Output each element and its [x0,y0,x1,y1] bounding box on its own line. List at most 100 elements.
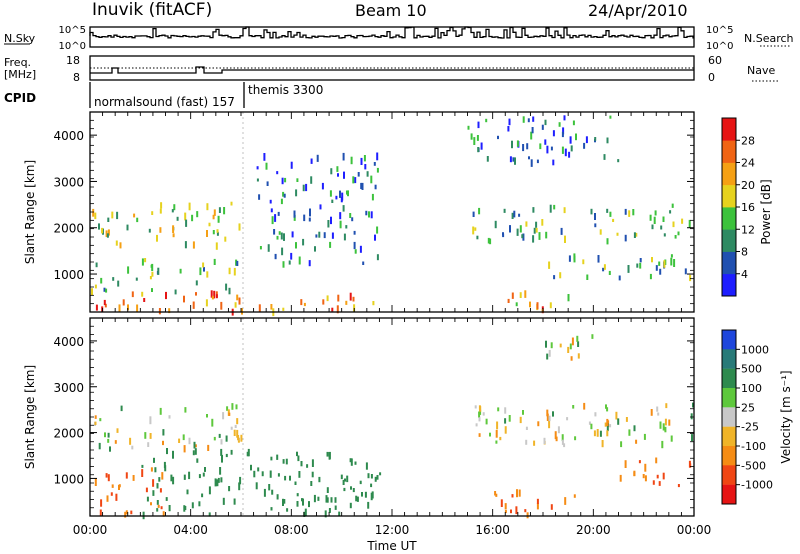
heatmap-cell [94,478,97,486]
heatmap-cell [132,475,135,481]
heatmap-cell [126,224,129,231]
heatmap-cell [211,295,214,300]
heatmap-cell [503,208,506,213]
heatmap-cell [159,208,162,214]
heatmap-cell [327,220,330,228]
heatmap-cell [633,425,636,432]
heatmap-cell [365,462,368,470]
heatmap-cell [532,235,535,243]
heatmap-cell [162,429,165,436]
x-tick-label: 00:00 [73,523,108,537]
heatmap-cell [583,402,586,410]
heatmap-cell [304,508,307,517]
cpid-label: CPID [4,91,36,105]
heatmap-cell [266,181,269,186]
heatmap-cell [276,235,279,240]
heatmap-cell [253,470,256,478]
heatmap-cell [657,412,660,416]
heatmap-cell [206,271,209,278]
heatmap-cell [475,423,478,427]
heatmap-cell [308,501,310,508]
heatmap-cell [282,459,285,464]
heatmap-cell [101,227,104,234]
heatmap-cell [335,195,338,200]
heatmap-cell [330,168,333,175]
heatmap-cell [479,409,482,415]
colorbar-tick-label: 28 [741,134,755,147]
heatmap-cell [594,137,597,141]
heatmap-cell [94,415,97,419]
freq-label-line2: [MHz] [4,68,36,81]
heatmap-cell [157,504,160,508]
heatmap-cell [314,246,316,252]
heatmap-cell [302,238,305,246]
heatmap-cell [350,156,353,165]
colorbar-swatch [722,349,736,369]
heatmap-cell [639,258,642,263]
heatmap-cell [572,120,575,126]
heatmap-cell [326,451,329,457]
heatmap-cell [528,156,530,160]
heatmap-cell [352,296,355,302]
heatmap-cell [576,335,579,342]
heatmap-cell [670,257,673,266]
heatmap-cell [238,297,241,305]
heatmap-cell [549,204,552,213]
cpid-panel: CPID normalsound (fast) 157 themis 3300 [4,82,323,109]
heatmap-cell [309,208,311,217]
heatmap-cell [290,252,293,260]
heatmap-cell [624,234,627,242]
heatmap-cell [548,349,551,357]
heatmap-cell [690,413,693,420]
heatmap-cell [590,423,593,430]
heatmap-cell [563,443,566,448]
heatmap-cell [522,233,525,241]
heatmap-cell [489,432,491,437]
heatmap-cell [220,477,223,483]
heatmap-cell [270,208,273,213]
heatmap-cell [658,261,661,266]
heatmap-cell [276,171,279,175]
heatmap-cell [289,475,291,481]
colorbar-swatch [722,207,736,230]
heatmap-cell [376,475,379,480]
heatmap-cell [508,415,511,422]
heatmap-cell [479,406,482,412]
heatmap-cell [296,493,299,497]
heatmap-cell [376,152,379,161]
heatmap-cell [536,503,539,510]
heatmap-cell [283,499,286,504]
heatmap-cell [373,162,376,166]
heatmap-cell [343,487,346,492]
heatmap-cell [103,287,106,292]
heatmap-cell [183,445,186,453]
freq-tick-top: 18 [66,54,80,67]
heatmap-cell [159,407,162,415]
heatmap-cell [99,509,102,517]
heatmap-cell [276,454,279,460]
velocity-colorbar: 1000 500 100 25 -25 -100 -500 -1000 [721,329,773,505]
heatmap-cell [191,214,194,222]
heatmap-cell [106,495,109,502]
heatmap-cell [342,205,345,212]
heatmap-cell [269,470,272,478]
heatmap-cell [194,444,197,448]
heatmap-cell [162,440,164,446]
heatmap-cell [192,301,195,309]
heatmap-cell [601,440,604,448]
heatmap-cell [293,210,296,218]
heatmap-cell [236,294,239,301]
heatmap-cell [316,154,319,162]
heatmap-cell [533,440,536,446]
heatmap-cell [263,153,266,161]
velocity-panel: 1000 2000 3000 4000 00:00 04:00 08:00 12:00 16:… [23,317,711,553]
heatmap-cell [247,448,250,457]
heatmap-cell [215,294,218,299]
heatmap-cell [152,490,155,496]
heatmap-cell [117,280,120,287]
heatmap-cell [156,234,158,242]
heatmap-cell [516,489,518,498]
heatmap-cell [603,264,606,270]
heatmap-cell [339,190,341,198]
